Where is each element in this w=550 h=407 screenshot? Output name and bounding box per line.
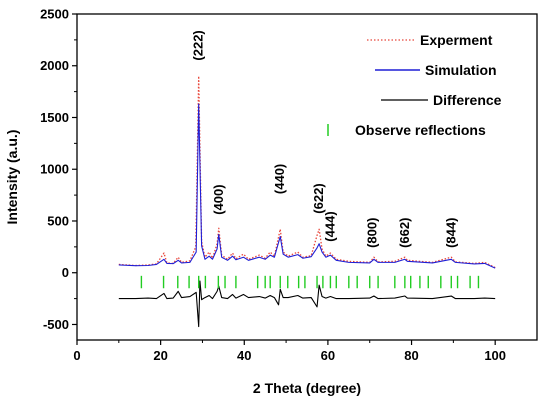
y-tick-label: 500 — [47, 213, 69, 228]
peak-label-662: (662) — [397, 218, 412, 248]
x-tick-label: 60 — [321, 348, 335, 363]
x-axis-title: 2 Theta (degree) — [253, 380, 361, 396]
peak-label-440: (440) — [272, 164, 287, 194]
y-tick-label: -500 — [43, 317, 69, 332]
x-tick-label: 40 — [237, 348, 251, 363]
peak-label-222: (222) — [191, 30, 206, 60]
peak-label-844: (844) — [443, 218, 458, 248]
x-tick-label: 20 — [153, 348, 167, 363]
peak-labels-layer: (222) (400) (440) (622)(444) (800) (662) (844) — [191, 30, 459, 248]
y-tick-label: 0 — [62, 265, 69, 280]
x-tick-label: 0 — [73, 348, 80, 363]
series-layer — [118, 75, 496, 328]
legend: Experment Simulation Difference Observe … — [327, 32, 502, 138]
series-line-simulation — [118, 103, 496, 269]
peak-label-622: (622) — [311, 183, 326, 213]
series-line-difference — [118, 280, 496, 328]
axis-ticks: 0 20 40 60 80 100 -500 0 500 1000 1500 2000 2500 — [40, 7, 506, 364]
y-axis-title: Intensity (a.u.) — [4, 130, 20, 225]
y-tick-label: 1500 — [40, 110, 69, 125]
y-tick-label: 1000 — [40, 162, 69, 177]
peak-label-444: (444) — [322, 211, 337, 241]
legend-label-simulation: Simulation — [425, 62, 497, 78]
plot-frame — [76, 13, 538, 341]
legend-label-experment: Experment — [420, 32, 493, 48]
y-tick-label: 2000 — [40, 58, 69, 73]
reflections-layer — [140, 275, 480, 289]
legend-label-difference: Difference — [433, 92, 502, 108]
y-tick-label: 2500 — [40, 7, 69, 22]
peak-label-800: (800) — [365, 218, 380, 248]
x-tick-label: 80 — [404, 348, 418, 363]
x-tick-label: 100 — [484, 348, 506, 363]
peak-label-400: (400) — [211, 184, 226, 214]
legend-label-reflections: Observe reflections — [355, 122, 486, 138]
